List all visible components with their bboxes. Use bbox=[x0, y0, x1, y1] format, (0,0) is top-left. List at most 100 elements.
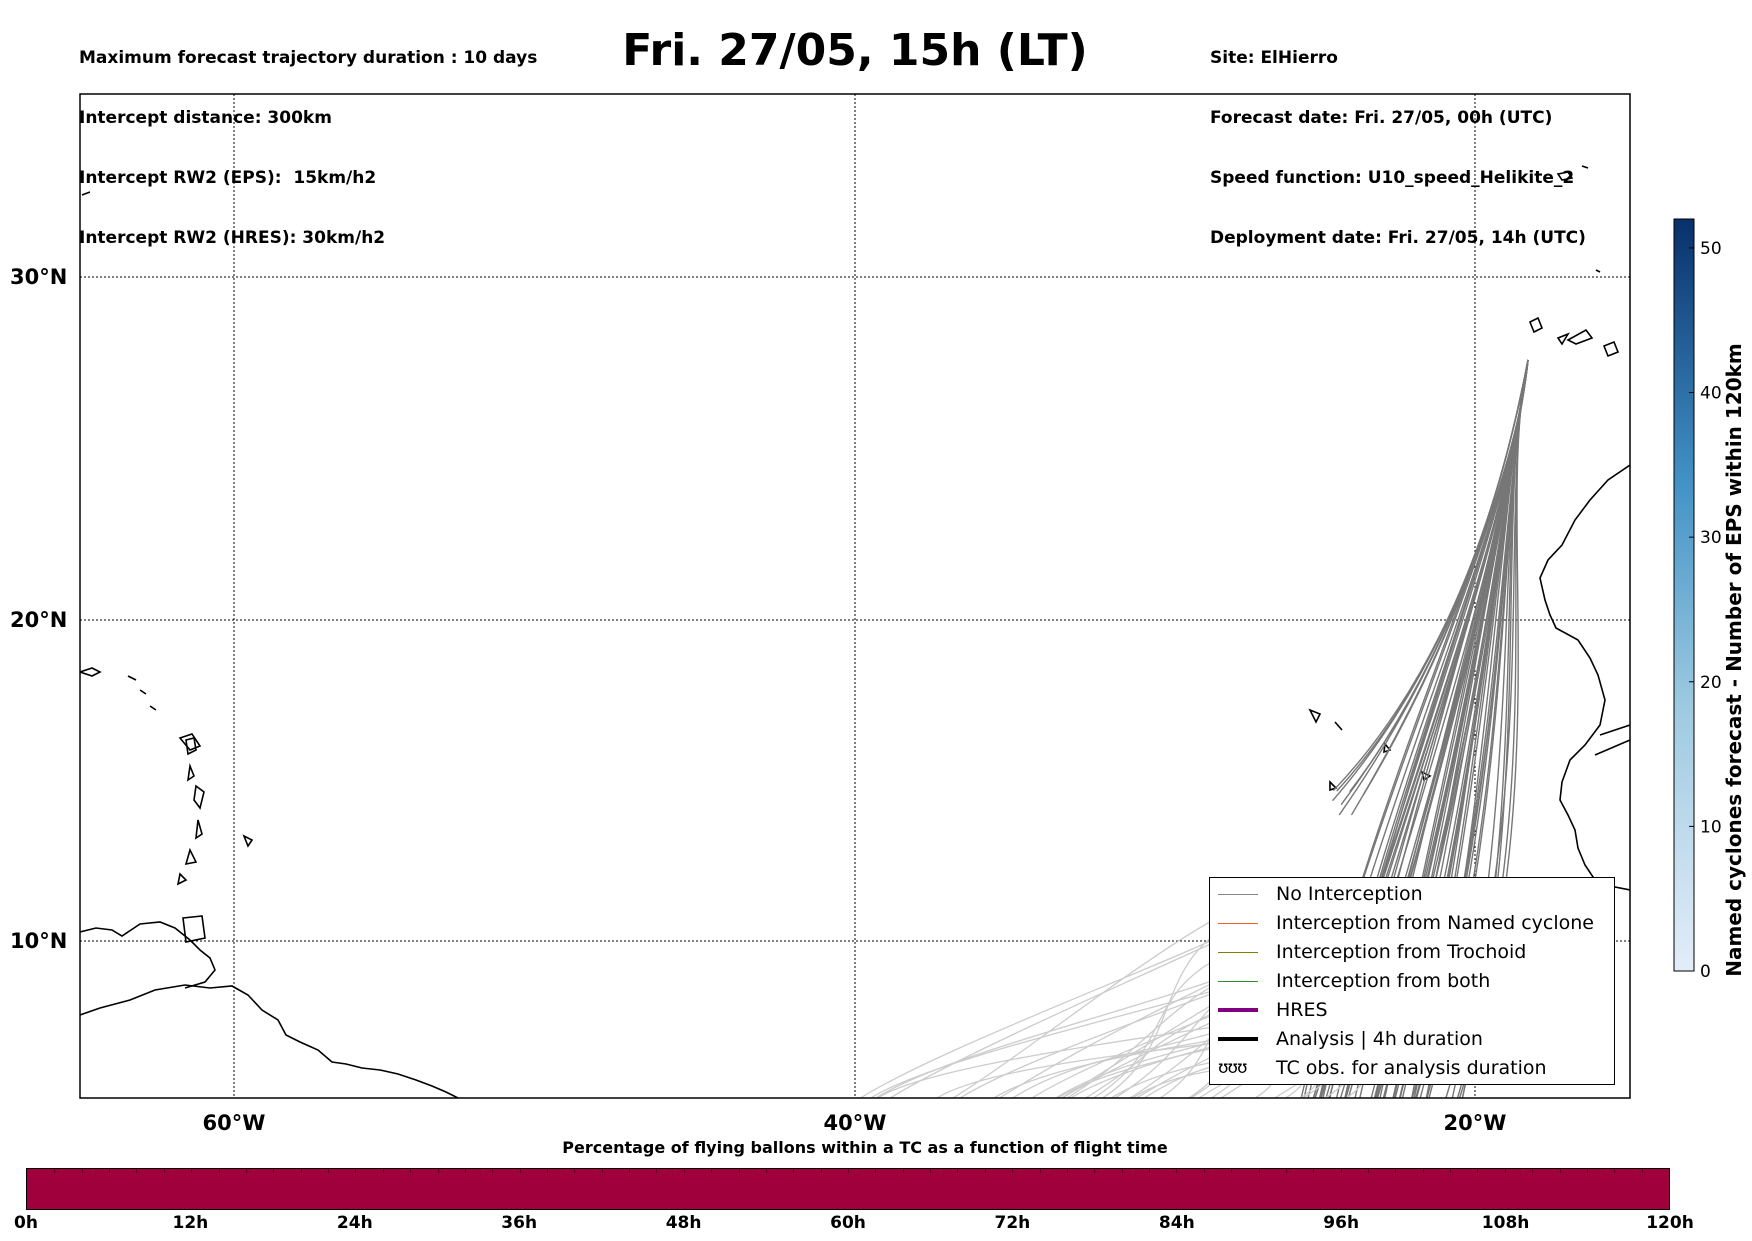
timebar-segment-mark bbox=[765, 1169, 767, 1173]
legend-item-hres: HRES bbox=[1218, 997, 1328, 1023]
timebar-tick-label: 24h bbox=[336, 1213, 373, 1233]
legend-label: Interception from Trochoid bbox=[1276, 941, 1527, 963]
timebar-segment-mark bbox=[355, 1169, 357, 1173]
timebar-segment-mark bbox=[54, 1169, 56, 1173]
legend-label: Interception from both bbox=[1276, 970, 1491, 992]
timebar-tick-label: 72h bbox=[994, 1213, 1031, 1233]
lat-label-20n: 20°N bbox=[10, 608, 67, 632]
timebar bbox=[26, 1168, 1670, 1210]
faded-trajectory-line bbox=[999, 979, 1218, 1098]
timebar-segment-mark bbox=[984, 1169, 986, 1173]
timebar-segment-mark bbox=[1477, 1169, 1479, 1173]
timebar-segment-mark bbox=[1641, 1169, 1643, 1173]
timebar-segment-mark bbox=[273, 1169, 275, 1173]
header-left-info: Maximum forecast trajectory duration : 1… bbox=[79, 8, 537, 268]
guadeloupe bbox=[178, 733, 202, 751]
timebar-segment-mark bbox=[1066, 1169, 1068, 1173]
timebar-segment-mark bbox=[1559, 1169, 1561, 1173]
trajectory-line bbox=[1332, 359, 1529, 802]
lat-label-30n: 30°N bbox=[10, 265, 67, 289]
speed-function-text: Speed function: U10_speed_Helikite_2 bbox=[1210, 168, 1575, 188]
timebar-segment-mark bbox=[683, 1169, 685, 1173]
colorbar-label: Named cyclones forecast - Number of EPS … bbox=[1722, 343, 1746, 977]
timebar-segment-mark bbox=[109, 1169, 111, 1173]
tc-obs-symbol-icon: ʊʊʊ bbox=[1218, 1058, 1248, 1078]
timebar-segment-mark bbox=[1231, 1169, 1233, 1173]
lon-label-60w: 60°W bbox=[203, 1111, 266, 1135]
faded-trajectory-line bbox=[952, 909, 1232, 1098]
timebar-segment-mark bbox=[1340, 1169, 1342, 1173]
timebar-segment-mark bbox=[656, 1169, 658, 1173]
timebar-segment-mark bbox=[1121, 1169, 1123, 1173]
timebar-segment-mark bbox=[1313, 1169, 1315, 1173]
timebar-segment-mark bbox=[218, 1169, 220, 1173]
timebar-segment-mark bbox=[1176, 1169, 1178, 1173]
timebar-segment-mark bbox=[1203, 1169, 1205, 1173]
trinidad bbox=[182, 915, 206, 943]
legend-label: Interception from Named cyclone bbox=[1276, 912, 1594, 934]
cape-verde bbox=[1308, 708, 1432, 792]
map-frame bbox=[79, 93, 1631, 1099]
timebar-segment-mark bbox=[1285, 1169, 1287, 1173]
timebar-segment-mark bbox=[1450, 1169, 1452, 1173]
timebar-segment-mark bbox=[1532, 1169, 1534, 1173]
lon-label-20w: 20°W bbox=[1444, 1111, 1507, 1135]
timebar-tick-label: 48h bbox=[665, 1213, 702, 1233]
timebar-segment-mark bbox=[820, 1169, 822, 1173]
legend-line-trochoid bbox=[1218, 951, 1258, 953]
legend-line-no-interception bbox=[1218, 893, 1258, 895]
timebar-segment-mark bbox=[163, 1169, 165, 1173]
timebar-segment-mark bbox=[711, 1169, 713, 1173]
colorbar-ticks: 0 10 20 30 40 50 bbox=[1689, 239, 1722, 982]
legend-line-analysis bbox=[1218, 1037, 1258, 1041]
legend-line-named-cyclone bbox=[1218, 922, 1258, 924]
max-duration-text: Maximum forecast trajectory duration : 1… bbox=[79, 48, 538, 68]
site-text: Site: ElHierro bbox=[1210, 48, 1338, 68]
legend-line-both bbox=[1218, 980, 1258, 982]
timebar-segment-mark bbox=[1149, 1169, 1151, 1173]
timebar-segment-mark bbox=[738, 1169, 740, 1173]
intercept-distance-text: Intercept distance: 300km bbox=[79, 108, 332, 128]
legend-line-hres bbox=[1218, 1008, 1258, 1012]
timebar-segment-mark bbox=[902, 1169, 904, 1173]
timebar-segment-mark bbox=[81, 1169, 83, 1173]
colorbar-tick-label: 20 bbox=[1700, 673, 1722, 693]
deployment-date-text: Deployment date: Fri. 27/05, 14h (UTC) bbox=[1210, 228, 1586, 248]
colorbar-tick-label: 50 bbox=[1700, 239, 1722, 259]
puerto-rico bbox=[80, 667, 102, 677]
timebar-tick-label: 36h bbox=[501, 1213, 538, 1233]
faded-trajectory-line bbox=[860, 924, 1246, 1098]
legend-item-both: Interception from both bbox=[1218, 968, 1490, 994]
timebar-segment-mark bbox=[382, 1169, 384, 1173]
legend-label: TC obs. for analysis duration bbox=[1276, 1057, 1547, 1079]
timebar-segment-mark bbox=[629, 1169, 631, 1173]
lesser-antilles bbox=[176, 737, 205, 886]
legend-item-tc-obs: ʊʊʊ TC obs. for analysis duration bbox=[1218, 1055, 1547, 1081]
colorbar-tick-label: 30 bbox=[1700, 528, 1722, 548]
azores-fragment bbox=[1595, 269, 1601, 273]
venezuela-coast bbox=[80, 921, 216, 989]
faded-trajectory-line bbox=[1102, 923, 1233, 1098]
timebar-segment-mark bbox=[1504, 1169, 1506, 1173]
timebar-segment-mark bbox=[410, 1169, 412, 1173]
coastlines bbox=[80, 165, 1630, 1098]
timebar-segment-mark bbox=[519, 1169, 521, 1173]
gambia-guinea-coast bbox=[1594, 724, 1630, 756]
legend-item-named-cyclone: Interception from Named cyclone bbox=[1218, 910, 1594, 936]
lat-label-10n: 10°N bbox=[10, 929, 67, 953]
south-america-coast bbox=[80, 984, 459, 1098]
legend-label: HRES bbox=[1276, 999, 1328, 1021]
timebar-segment-mark bbox=[1367, 1169, 1369, 1173]
colorbar-tick-label: 10 bbox=[1700, 817, 1722, 837]
timebar-segment-mark bbox=[328, 1169, 330, 1173]
canary-islands bbox=[1528, 316, 1620, 358]
timebar-tick-label: 12h bbox=[172, 1213, 209, 1233]
timebar-caption: Percentage of flying ballons within a TC… bbox=[562, 1138, 1168, 1157]
small-island-1 bbox=[242, 834, 254, 848]
timebar-segment-mark bbox=[1094, 1169, 1096, 1173]
timebar-tick-label: 108h bbox=[1481, 1213, 1530, 1233]
timebar-segment-mark bbox=[848, 1169, 849, 1173]
timebar-segment-mark bbox=[957, 1169, 959, 1173]
timebar-segment-mark bbox=[793, 1169, 795, 1173]
forecast-date-text: Forecast date: Fri. 27/05, 00h (UTC) bbox=[1210, 108, 1553, 128]
